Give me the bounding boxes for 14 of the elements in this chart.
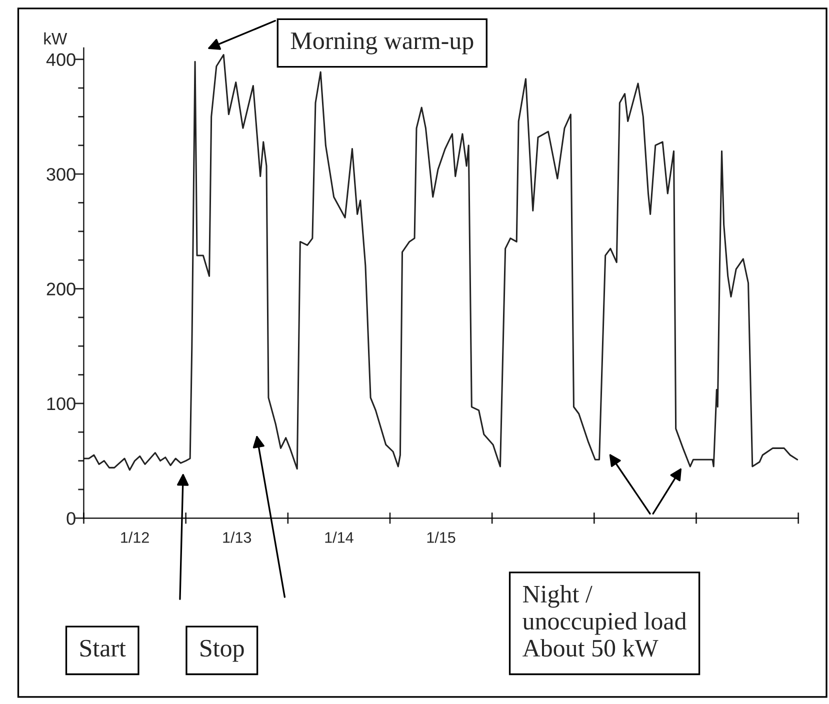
x-tick-label: 1/12 bbox=[121, 532, 149, 543]
x-tick-label: 1/14 bbox=[325, 532, 354, 543]
y-tick-label: 100 bbox=[47, 397, 76, 410]
text: Night / unoccupied load About 50 kW bbox=[522, 585, 686, 657]
y-tick-label: 300 bbox=[46, 168, 76, 181]
annotation: Morning warm-up bbox=[290, 32, 474, 54]
text: Stop bbox=[200, 640, 244, 662]
x-tick-label: 1/15 bbox=[427, 532, 456, 543]
text: Start bbox=[80, 640, 126, 657]
y-axis-title: kW bbox=[44, 32, 68, 44]
x-tick-label: 1/13 bbox=[223, 532, 252, 543]
y-tick-label: 0 bbox=[66, 512, 76, 525]
y-tick-label: 400 bbox=[46, 53, 76, 66]
y-tick-label: 200 bbox=[46, 282, 76, 296]
